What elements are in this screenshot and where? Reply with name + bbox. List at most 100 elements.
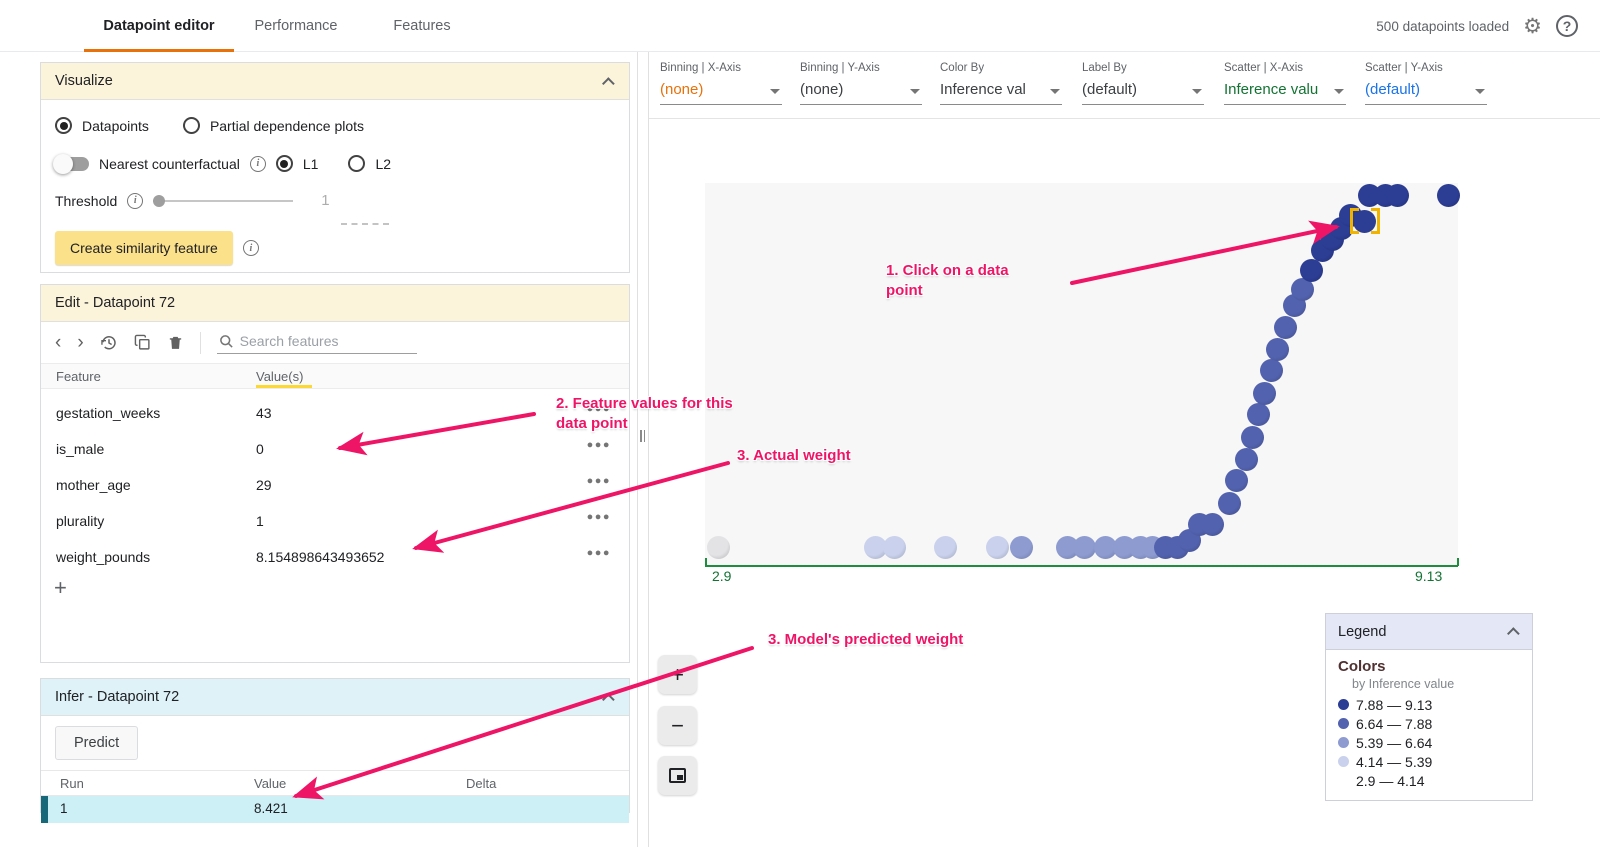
tab-features[interactable]: Features — [382, 0, 462, 52]
radio-l1[interactable] — [275, 155, 293, 172]
zoom-out-button[interactable]: − — [658, 706, 697, 745]
scatter-datapoint[interactable] — [863, 536, 887, 560]
threshold-slider[interactable] — [153, 194, 294, 208]
slider-thumb[interactable] — [153, 194, 166, 207]
tab-performance[interactable]: Performance — [246, 0, 346, 52]
selection-bracket-left — [1349, 208, 1359, 235]
settings-gear-icon[interactable]: ⚙ — [1523, 14, 1542, 38]
legend-item: 5.39 — 6.64 — [1338, 733, 1520, 752]
row-menu-icon[interactable]: ●●● — [586, 403, 611, 415]
radio-datapoints-label: Datapoints — [82, 117, 149, 134]
x-axis-min-label: 2.9 — [712, 568, 732, 584]
scatter-datapoint[interactable] — [1253, 381, 1277, 405]
scatter-datapoint[interactable] — [1225, 468, 1249, 492]
predicted-value-cell: 8.421 — [254, 801, 288, 816]
dropdown-value[interactable]: (none) — [800, 81, 922, 105]
scatter-plot[interactable] — [705, 183, 1460, 565]
zoom-in-button[interactable]: + — [658, 655, 697, 694]
scatter-datapoint[interactable] — [934, 536, 958, 560]
search-features-input[interactable] — [239, 333, 405, 349]
collapse-chevron-icon[interactable] — [602, 76, 615, 90]
scatter-datapoint[interactable] — [985, 536, 1009, 560]
legend-subtitle: by Inference value — [1352, 677, 1455, 691]
reset-zoom-button[interactable] — [658, 756, 697, 795]
row-menu-icon[interactable]: ●●● — [586, 547, 611, 559]
scatter-datapoint[interactable] — [1073, 536, 1097, 560]
dropdown-binning-y[interactable]: Binning | Y-Axis (none) — [800, 62, 922, 105]
create-similarity-feature-button[interactable]: Create similarity feature — [55, 231, 233, 265]
dropdown-value[interactable]: (none) — [660, 81, 782, 105]
help-icon[interactable]: ? — [1556, 15, 1578, 37]
feature-value[interactable]: 8.154898643493652 — [256, 549, 385, 565]
selection-bracket-right — [1370, 208, 1380, 235]
scatter-datapoint[interactable] — [1241, 425, 1265, 449]
feature-value[interactable]: 1 — [256, 513, 264, 529]
scatter-datapoint[interactable] — [1247, 403, 1271, 427]
panel-splitter-line — [637, 52, 638, 847]
dropdown-label-by[interactable]: Label By (default) — [1082, 62, 1204, 105]
scatter-datapoint[interactable] — [1234, 447, 1258, 471]
info-icon[interactable]: i — [249, 155, 266, 172]
scatter-datapoint[interactable] — [1386, 184, 1410, 208]
selected-scatter-datapoint[interactable] — [1353, 209, 1377, 233]
radio-partial-dependence[interactable] — [182, 117, 200, 134]
dropdown-scatter-x[interactable]: Scatter | X-Axis Inference valu — [1224, 62, 1346, 105]
legend-item: 6.64 — 7.88 — [1338, 714, 1520, 733]
legend-header[interactable]: Legend — [1326, 614, 1532, 650]
row-menu-icon[interactable]: ●●● — [586, 439, 611, 451]
radio-datapoints[interactable] — [55, 117, 72, 134]
add-feature-button[interactable]: + — [54, 575, 67, 600]
tab-label: Features — [393, 18, 451, 34]
dropdown-arrow-icon — [1334, 89, 1344, 94]
duplicate-datapoint-icon[interactable] — [134, 334, 151, 351]
selected-datapoint-marker[interactable] — [1349, 208, 1380, 235]
scatter-datapoint[interactable] — [1300, 258, 1324, 282]
scatter-datapoint[interactable] — [1260, 359, 1284, 383]
radio-l2[interactable] — [348, 155, 366, 172]
values-column-header[interactable]: Value(s) — [256, 369, 304, 384]
dropdown-scatter-y[interactable]: Scatter | Y-Axis (default) — [1365, 62, 1487, 105]
scatter-datapoint[interactable] — [1201, 513, 1225, 537]
scatter-datapoint[interactable] — [1436, 183, 1460, 207]
scatter-datapoint[interactable] — [1266, 337, 1290, 361]
dropdown-color-by[interactable]: Color By Inference val — [940, 62, 1062, 105]
scatter-datapoint[interactable] — [1218, 491, 1242, 515]
legend-color-dot — [1338, 737, 1349, 748]
dropdown-value[interactable]: (default) — [1365, 81, 1487, 105]
next-datapoint-icon[interactable]: › — [77, 331, 84, 353]
visualize-panel-header[interactable]: Visualize — [41, 63, 629, 100]
scatter-datapoint[interactable] — [1273, 315, 1297, 339]
predict-button[interactable]: Predict — [55, 726, 139, 760]
info-icon[interactable]: i — [127, 192, 144, 209]
scatter-datapoint[interactable] — [706, 536, 730, 560]
scatter-datapoint[interactable] — [1093, 536, 1117, 560]
legend-range-label: 5.39 — 6.64 — [1356, 734, 1433, 751]
value-column-header: Value — [254, 776, 287, 791]
history-icon[interactable] — [100, 334, 118, 352]
panel-resize-handle[interactable] — [638, 428, 647, 444]
dropdown-value[interactable]: Inference valu — [1224, 81, 1346, 105]
inference-result-row[interactable]: 1 8.421 — [41, 796, 629, 823]
scatter-datapoint[interactable] — [883, 536, 907, 560]
dropdown-label: Binning | Y-Axis — [800, 62, 880, 74]
tab-datapoint-editor[interactable]: Datapoint editor — [84, 0, 234, 52]
dropdown-binning-x[interactable]: Binning | X-Axis (none) — [660, 62, 782, 105]
annotation-step3-actual: 3. Actual weight — [737, 447, 851, 464]
dropdown-value[interactable]: Inference val — [940, 81, 1062, 105]
previous-datapoint-icon[interactable]: ‹ — [55, 331, 62, 353]
delete-datapoint-icon[interactable] — [167, 334, 184, 351]
feature-value[interactable]: 43 — [256, 405, 272, 421]
dropdown-value[interactable]: (default) — [1082, 81, 1204, 105]
search-features-field[interactable] — [216, 331, 417, 354]
collapse-chevron-icon[interactable] — [602, 692, 615, 706]
row-menu-icon[interactable]: ●●● — [586, 475, 611, 487]
feature-value[interactable]: 29 — [256, 477, 272, 493]
scatter-datapoint[interactable] — [1010, 536, 1034, 560]
nearest-counterfactual-toggle[interactable] — [53, 153, 89, 174]
feature-row-gestation-weeks: gestation_weeks 43 ●●● — [41, 395, 629, 431]
info-icon[interactable]: i — [242, 240, 259, 256]
collapse-chevron-icon[interactable] — [1507, 627, 1520, 640]
row-menu-icon[interactable]: ●●● — [586, 511, 611, 523]
feature-value[interactable]: 0 — [256, 441, 264, 457]
